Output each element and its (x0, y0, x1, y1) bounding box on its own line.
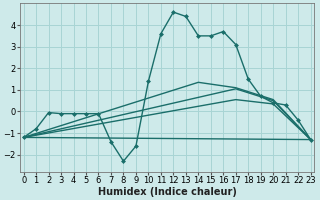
X-axis label: Humidex (Indice chaleur): Humidex (Indice chaleur) (98, 187, 236, 197)
